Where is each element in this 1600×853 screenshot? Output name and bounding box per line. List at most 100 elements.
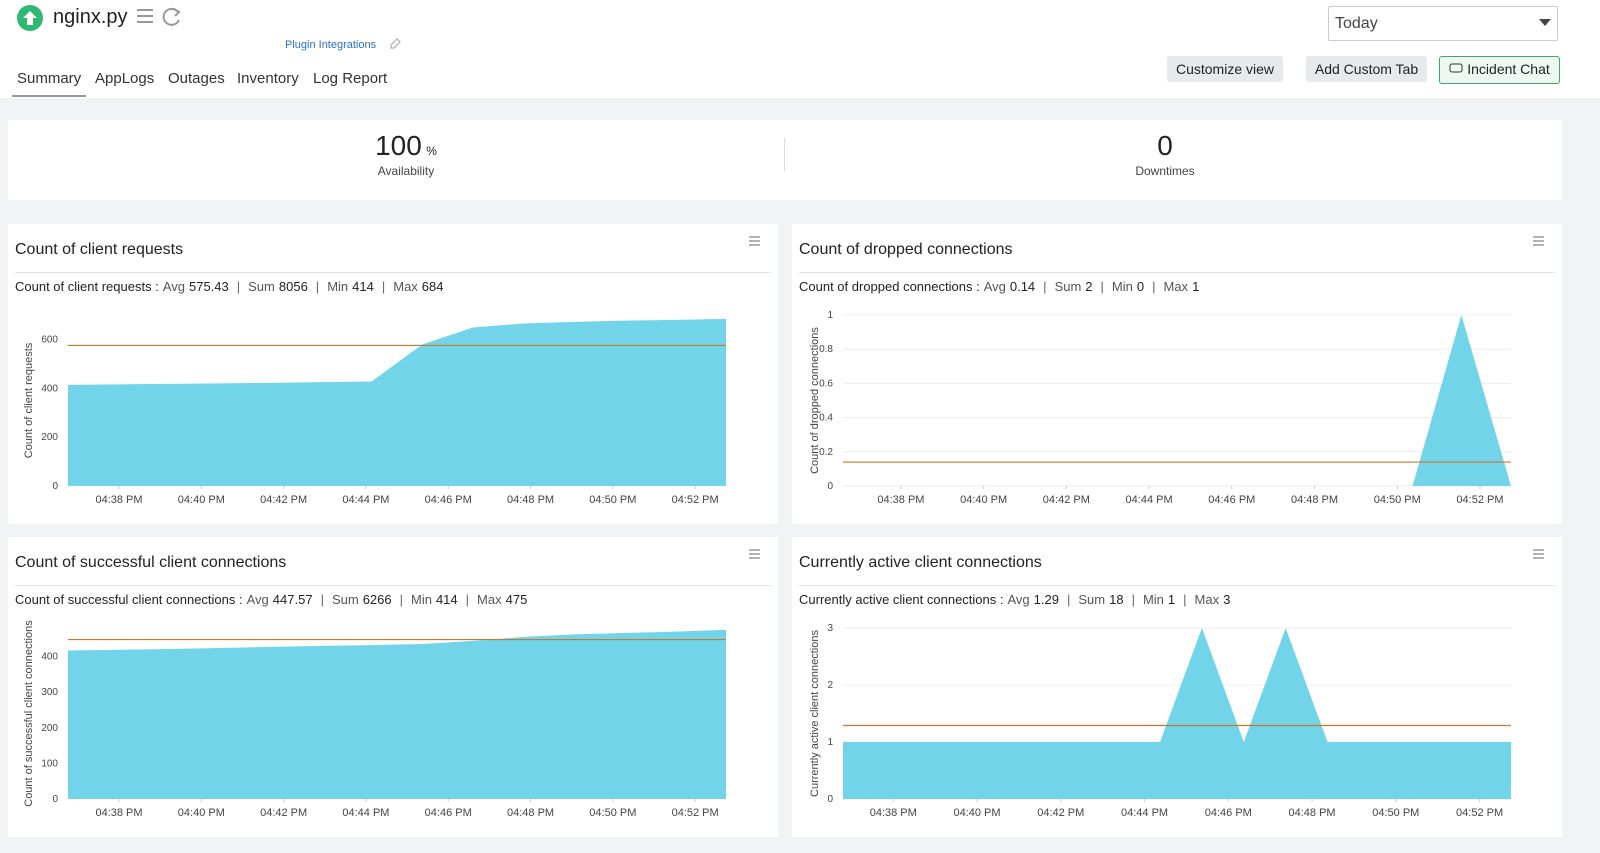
stat-separator: | (1183, 592, 1187, 607)
y-tick-label: 400 (41, 652, 58, 663)
downtimes-label: Downtimes (1135, 164, 1195, 178)
availability-label: Availability (377, 164, 435, 178)
stat-name: Min (327, 279, 349, 294)
chart: 0 200 400 600 Count of client requests 04:38 … (23, 318, 726, 506)
stat-value: 0.14 (1009, 279, 1036, 294)
x-tick-label: 04:40 PM (953, 807, 1000, 819)
stat-value: 575.43 (188, 279, 229, 294)
button[interactable]: Add Custom Tab (1306, 56, 1427, 82)
stat-value: 414 (352, 279, 374, 294)
stat-separator: | (465, 592, 470, 607)
y-tick-label: 0.2 (819, 447, 833, 458)
x-tick-label: 04:46 PM (425, 807, 472, 819)
stat-name: Avg (246, 592, 269, 607)
x-tick-label: 04:52 PM (672, 494, 719, 506)
x-tick-label: 04:48 PM (1289, 807, 1336, 819)
tab[interactable]: Summary (12, 70, 87, 97)
chart: 0 0.2 0.4 0.6 0.8 1 Count of dropped connectio… (809, 310, 1511, 506)
y-axis-label: Count of client requests (23, 342, 35, 458)
period-select[interactable]: Today (1328, 6, 1558, 41)
x-tick-label: 04:52 PM (1456, 494, 1503, 506)
y-tick-label: 0.8 (819, 344, 833, 355)
stat-separator: | (399, 592, 403, 607)
button[interactable]: Incident Chat (1439, 56, 1560, 84)
plugin-link[interactable]: Plugin Integrations (285, 39, 377, 51)
stat-name: Max (1163, 279, 1189, 294)
area (68, 629, 726, 799)
stat-separator: | (315, 279, 320, 294)
y-tick-label: 0 (827, 481, 833, 492)
chart-panel: Count of client requests Count of client … (8, 224, 778, 524)
x-tick-label: 04:52 PM (672, 807, 719, 819)
x-tick-label: 04:42 PM (260, 494, 307, 506)
chart-menu[interactable] (748, 236, 762, 248)
x-tick-label: 04:38 PM (95, 494, 142, 506)
tab[interactable]: Log Report (313, 70, 388, 87)
chart-divider (799, 585, 1555, 586)
y-tick-label: 3 (827, 623, 833, 634)
tab[interactable]: AppLogs (95, 70, 155, 87)
period-value: Today (1335, 15, 1378, 32)
header: nginx.py Plugin Integrations Summary AppL… (0, 0, 1600, 98)
chart-panel: Count of successful client connections Co… (8, 537, 778, 837)
y-tick-label: 200 (41, 723, 58, 734)
y-tick-label: 0 (827, 794, 833, 805)
stat-value: 2 (1085, 279, 1093, 294)
stat-separator: | (1043, 279, 1047, 294)
edit-icon[interactable] (388, 37, 402, 51)
button[interactable]: Customize view (1167, 56, 1283, 82)
dropdown-arrow (1539, 19, 1551, 26)
availability: 100 % Availability (8, 130, 804, 178)
stat-name: Min (1111, 279, 1133, 294)
stat-value: 475 (505, 592, 528, 607)
chart: 0 1 2 3 Currently active client connections 0… (809, 623, 1511, 819)
divider (784, 138, 785, 172)
stat-name: Avg (162, 279, 185, 294)
chat-icon-shape (1449, 63, 1463, 73)
x-tick-label: 04:48 PM (507, 494, 554, 506)
status-icon (17, 5, 43, 31)
tab[interactable]: Inventory (237, 70, 299, 87)
chart-divider (15, 272, 771, 273)
stats-label: Count of successful client connections : (15, 592, 243, 607)
y-tick-label: 300 (41, 687, 58, 698)
y-tick-label: 2 (827, 680, 833, 691)
y-tick-label: 0 (52, 794, 58, 805)
x-tick-label: 04:42 PM (1037, 807, 1084, 819)
x-tick-label: 04:44 PM (1126, 494, 1173, 506)
stat-value: 0 (1136, 279, 1145, 294)
chart-menu[interactable] (1532, 236, 1546, 248)
chart: 0 100 200 300 400 Count of successful client … (23, 620, 726, 819)
x-tick-label: 04:50 PM (589, 494, 636, 506)
chart-stats: Count of successful client connections :… (15, 592, 531, 607)
x-tick-label: 04:38 PM (877, 494, 924, 506)
stat-value: 3 (1223, 592, 1231, 607)
y-tick-label: 400 (41, 383, 58, 394)
chart-menu[interactable] (748, 549, 762, 561)
tab[interactable]: Outages (168, 70, 225, 87)
y-axis-label: Count of successful client connections (23, 620, 35, 807)
chart-title: Count of client requests (15, 241, 184, 258)
chart-title: Count of dropped connections (799, 241, 1013, 258)
x-tick-label: 04:40 PM (178, 807, 225, 819)
header-icons (137, 7, 181, 26)
stat-name: Avg (983, 279, 1006, 294)
chart-menu[interactable] (1532, 549, 1546, 561)
stat-value: 8056 (278, 279, 308, 294)
stats-label: Count of dropped connections : (799, 279, 980, 294)
x-tick-label: 04:42 PM (1043, 494, 1090, 506)
x-tick-label: 04:50 PM (1374, 494, 1421, 506)
x-tick-label: 04:38 PM (95, 807, 142, 819)
stat-name: Max (393, 279, 418, 294)
stat-name: Min (1142, 592, 1164, 607)
x-tick-label: 04:40 PM (178, 494, 225, 506)
stat-separator: | (381, 279, 386, 294)
y-tick-label: 0 (52, 481, 58, 492)
x-tick-label: 04:42 PM (260, 807, 307, 819)
stat-name: Avg (1007, 592, 1030, 607)
x-tick-label: 04:46 PM (425, 494, 472, 506)
stat-name: Sum (1078, 592, 1106, 607)
stat-separator: | (1152, 279, 1156, 294)
y-tick-label: 0.6 (819, 378, 833, 389)
